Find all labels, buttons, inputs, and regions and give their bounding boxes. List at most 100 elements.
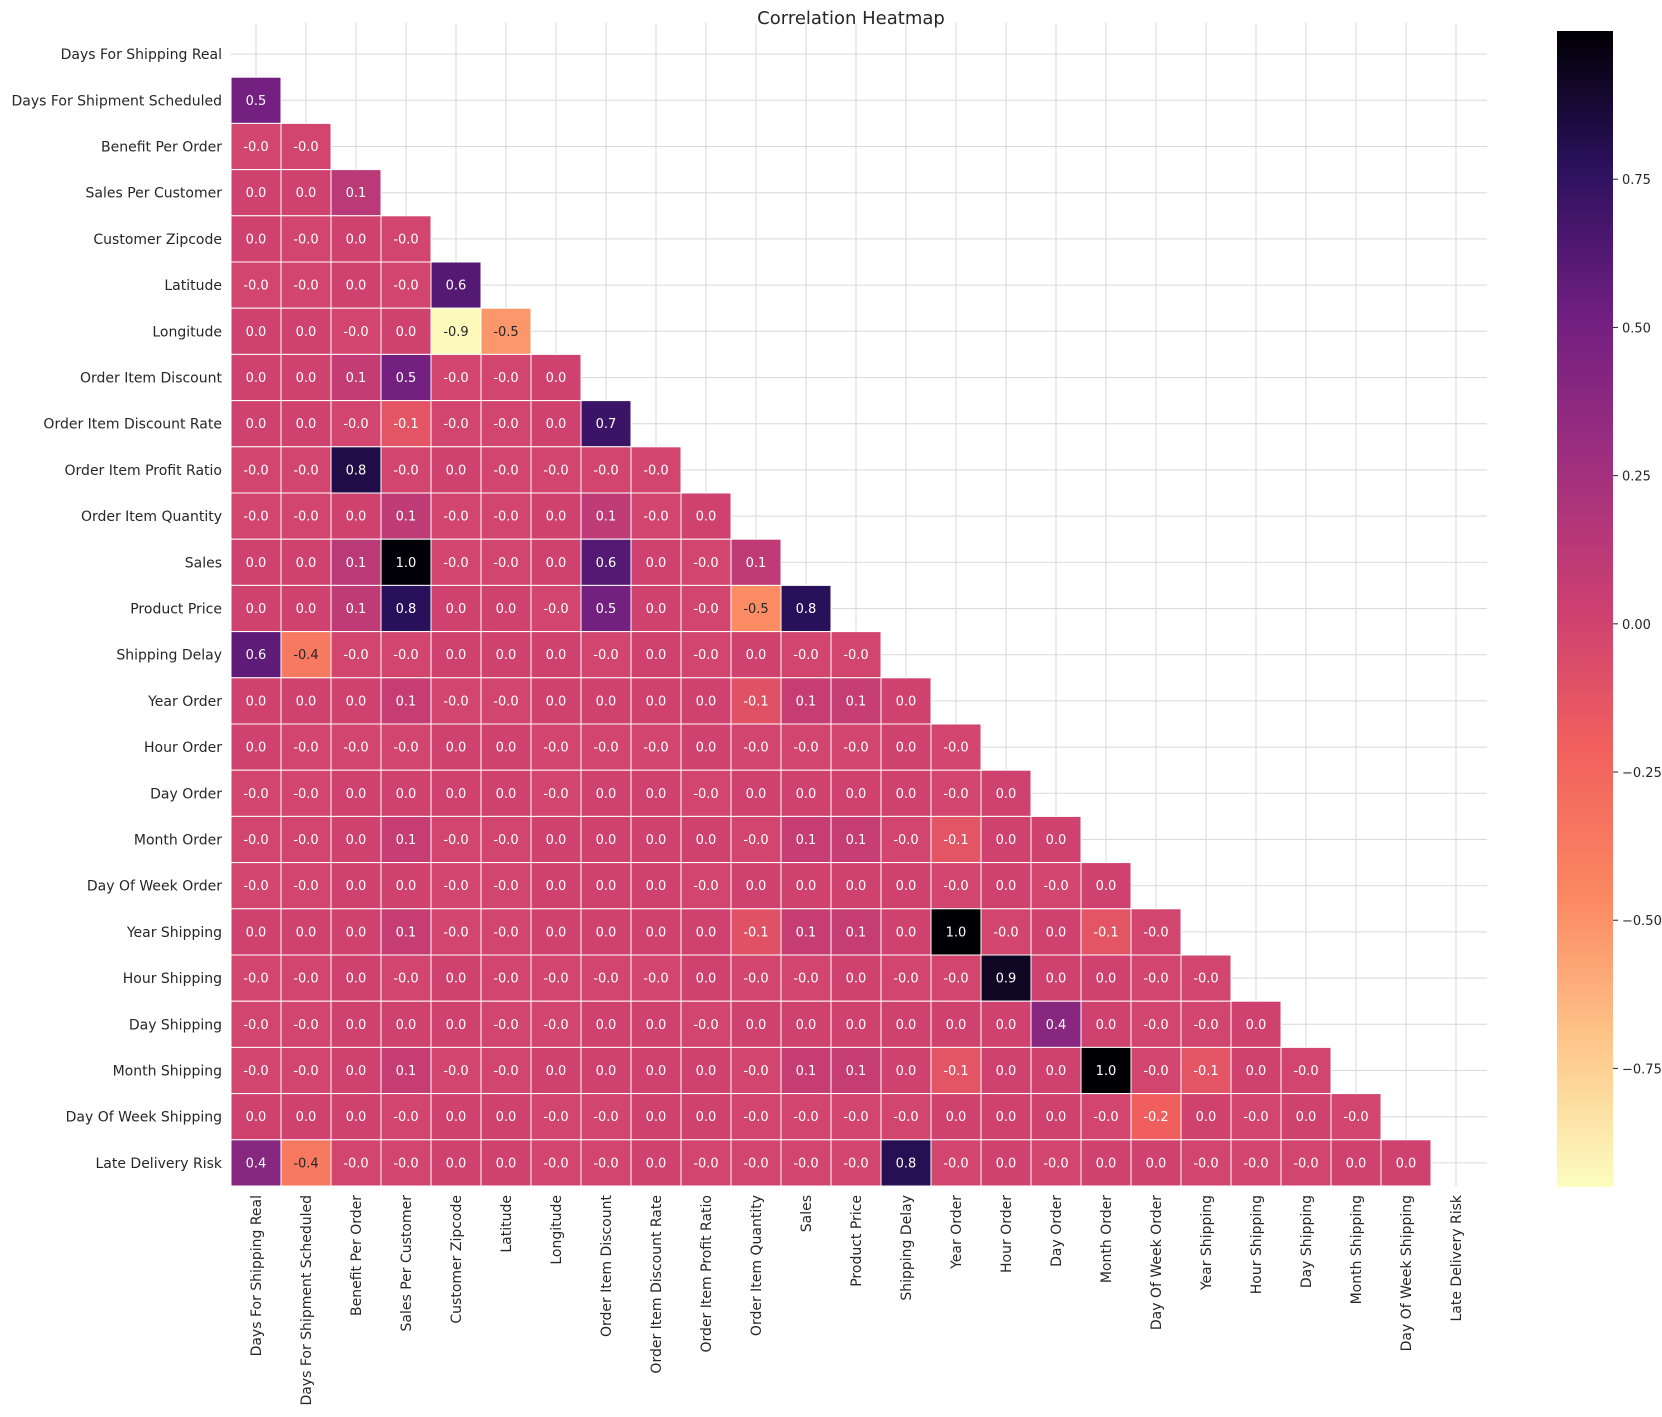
cell-value-label: 0.0 (1246, 1018, 1267, 1033)
cell-value-label: 0.0 (446, 1110, 467, 1125)
heatmap-cell (930, 908, 982, 956)
heatmap-cell (230, 446, 282, 494)
cell-value-label: 0.1 (396, 833, 417, 848)
cell-value-label: -0.0 (443, 879, 468, 894)
heatmap-cell (780, 723, 832, 771)
heatmap-cell (730, 538, 782, 586)
heatmap-cell (430, 261, 482, 309)
cell-value-label: -0.0 (593, 741, 618, 756)
heatmap-cell (380, 862, 432, 910)
heatmap-cell (430, 400, 482, 448)
cell-value-label: 0.0 (646, 694, 667, 709)
cell-value-label: -0.0 (593, 1156, 618, 1171)
cell-value-label: 0.5 (596, 602, 617, 617)
cell-value-label: 0.8 (396, 602, 417, 617)
cell-value-label: -0.0 (543, 972, 568, 987)
heatmap-cell (230, 538, 282, 586)
cell-value-label: 0.0 (996, 1064, 1017, 1079)
heatmap-cell (280, 584, 332, 633)
cell-value-label: 0.0 (446, 741, 467, 756)
cell-value-label: -0.0 (793, 1110, 818, 1125)
heatmap-cell (580, 723, 632, 771)
heatmap-cell (330, 169, 382, 217)
y-tick-label: Order Item Discount (80, 371, 223, 387)
cell-value-label: -0.0 (793, 648, 818, 663)
heatmap-cell (330, 862, 382, 910)
heatmap-cell (780, 862, 832, 910)
cell-value-label: 0.0 (346, 833, 367, 848)
cell-value-label: 0.0 (1046, 972, 1067, 987)
cell-value-label: 0.8 (346, 463, 367, 478)
x-tick-label: Days For Shipping Real (249, 1195, 265, 1356)
heatmap-cell (930, 1093, 982, 1141)
x-tick-label: Days For Shipment Scheduled (299, 1195, 315, 1406)
x-tick-label: Order Item Discount (599, 1195, 615, 1338)
cell-value-label: -0.0 (893, 833, 918, 848)
heatmap-cell (1030, 908, 1082, 956)
heatmap-cell (630, 1000, 682, 1048)
heatmap-cell (230, 215, 282, 263)
heatmap-cell (1180, 1093, 1232, 1141)
heatmap-cell (680, 1046, 732, 1095)
heatmap-cell (1230, 1000, 1282, 1048)
cell-value-label: -0.0 (943, 879, 968, 894)
cell-value-label: 0.1 (396, 694, 417, 709)
heatmap-cell (230, 122, 282, 171)
heatmap-cell (430, 446, 482, 494)
cell-value-label: 0.0 (496, 648, 517, 663)
heatmap-cell (530, 769, 582, 817)
cell-value-label: 0.0 (996, 1110, 1017, 1125)
cell-value-label: -0.0 (493, 1018, 518, 1033)
cell-value-label: 0.0 (1096, 972, 1117, 987)
heatmap-cell (880, 954, 932, 1002)
heatmap-cell (280, 862, 332, 910)
colorbar-tick-label: 0.25 (1622, 470, 1651, 485)
heatmap-cell (280, 1093, 332, 1141)
cell-value-label: -0.0 (443, 694, 468, 709)
cell-value-label: 0.7 (596, 417, 617, 432)
cell-value-label: 0.0 (1096, 879, 1117, 894)
x-tick-label: Order Item Discount Rate (649, 1195, 665, 1374)
cell-value-label: -0.0 (293, 140, 318, 155)
heatmap-cell (880, 1139, 932, 1187)
cell-value-label: 0.0 (896, 879, 917, 894)
heatmap-cell (680, 1000, 732, 1048)
x-tick-label: Hour Order (999, 1195, 1015, 1273)
y-tick-label: Sales Per Customer (86, 186, 223, 202)
cell-value-label: 0.0 (1196, 1110, 1217, 1125)
heatmap-cell (230, 769, 282, 817)
heatmap-cell (280, 446, 332, 494)
heatmap-cell (730, 815, 782, 864)
x-tick-label: Day Order (1049, 1195, 1065, 1267)
cell-value-label: -0.1 (393, 417, 418, 432)
cell-value-label: -0.0 (793, 741, 818, 756)
cell-value-label: 0.0 (946, 1110, 967, 1125)
heatmap-cell (230, 908, 282, 956)
y-tick-label: Customer Zipcode (93, 232, 222, 248)
cell-value-label: -0.0 (693, 787, 718, 802)
cell-value-label: -0.5 (493, 325, 518, 340)
cell-value-label: 0.0 (496, 787, 517, 802)
x-tick-label: Day Shipping (1299, 1195, 1315, 1288)
heatmap-cell (480, 815, 532, 864)
cell-value-label: 0.0 (246, 232, 267, 247)
cell-value-label: -0.0 (1143, 972, 1168, 987)
cell-value-label: -0.0 (243, 879, 268, 894)
heatmap-cell (630, 1046, 682, 1095)
cell-value-label: -0.0 (543, 1110, 568, 1125)
heatmap-cell (630, 954, 682, 1002)
cell-value-label: -0.0 (1143, 1064, 1168, 1079)
cell-value-label: -0.0 (243, 1064, 268, 1079)
heatmap-cell (330, 584, 382, 633)
cell-value-label: 0.0 (1346, 1156, 1367, 1171)
cell-value-label: 0.0 (646, 833, 667, 848)
heatmap-cell (780, 1093, 832, 1141)
cell-value-label: 0.0 (1046, 833, 1067, 848)
cell-value-label: -0.0 (1143, 1018, 1168, 1033)
cell-value-label: 0.6 (596, 556, 617, 571)
cell-value-label: 0.0 (546, 925, 567, 940)
cell-value-label: -0.0 (943, 741, 968, 756)
cell-value-label: -0.0 (243, 279, 268, 294)
heatmap-cell (630, 815, 682, 864)
heatmap-cell (430, 1000, 482, 1048)
